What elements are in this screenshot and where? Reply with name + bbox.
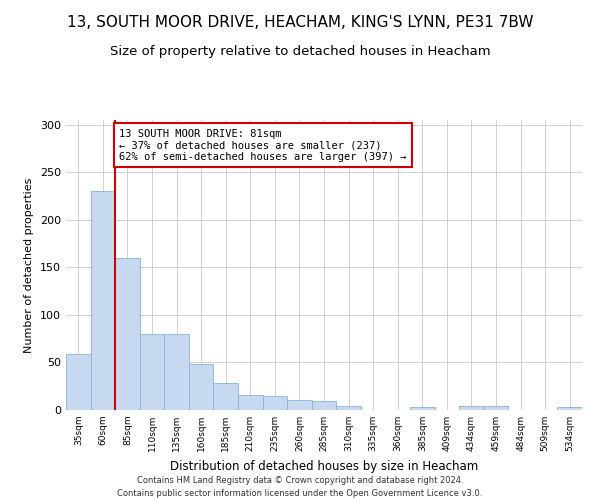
Bar (557, 407, 582, 410)
Bar (484, 406, 508, 410)
Bar (66, 354, 91, 410)
Bar (263, 396, 287, 410)
Text: Contains HM Land Registry data © Crown copyright and database right 2024.: Contains HM Land Registry data © Crown c… (137, 476, 463, 485)
Bar (336, 406, 361, 410)
Bar (140, 334, 164, 410)
Bar (238, 395, 263, 410)
Bar (410, 407, 434, 410)
Bar (91, 192, 115, 410)
Bar (189, 364, 214, 410)
Text: 13, SOUTH MOOR DRIVE, HEACHAM, KING'S LYNN, PE31 7BW: 13, SOUTH MOOR DRIVE, HEACHAM, KING'S LY… (67, 15, 533, 30)
Bar (459, 406, 484, 410)
X-axis label: Distribution of detached houses by size in Heacham: Distribution of detached houses by size … (170, 460, 478, 472)
Bar (287, 400, 312, 410)
Bar (115, 258, 140, 410)
Bar (312, 402, 336, 410)
Bar (164, 334, 189, 410)
Text: Contains public sector information licensed under the Open Government Licence v3: Contains public sector information licen… (118, 488, 482, 498)
Y-axis label: Number of detached properties: Number of detached properties (25, 178, 34, 352)
Text: 13 SOUTH MOOR DRIVE: 81sqm
← 37% of detached houses are smaller (237)
62% of sem: 13 SOUTH MOOR DRIVE: 81sqm ← 37% of deta… (119, 128, 406, 162)
Bar (214, 384, 238, 410)
Text: Size of property relative to detached houses in Heacham: Size of property relative to detached ho… (110, 45, 490, 58)
